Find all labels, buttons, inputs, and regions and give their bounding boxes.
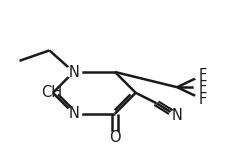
Circle shape: [168, 110, 184, 122]
Text: CH: CH: [41, 85, 62, 100]
Text: O: O: [109, 130, 120, 145]
Text: N: N: [68, 64, 79, 80]
Circle shape: [106, 132, 123, 143]
Text: F: F: [197, 92, 206, 107]
Text: N: N: [68, 106, 79, 121]
Text: F: F: [197, 80, 206, 95]
Circle shape: [194, 94, 210, 105]
Circle shape: [194, 70, 210, 81]
Text: F: F: [197, 68, 206, 83]
Circle shape: [194, 82, 210, 93]
Circle shape: [65, 66, 81, 78]
Circle shape: [65, 108, 81, 119]
Text: N: N: [171, 108, 182, 124]
